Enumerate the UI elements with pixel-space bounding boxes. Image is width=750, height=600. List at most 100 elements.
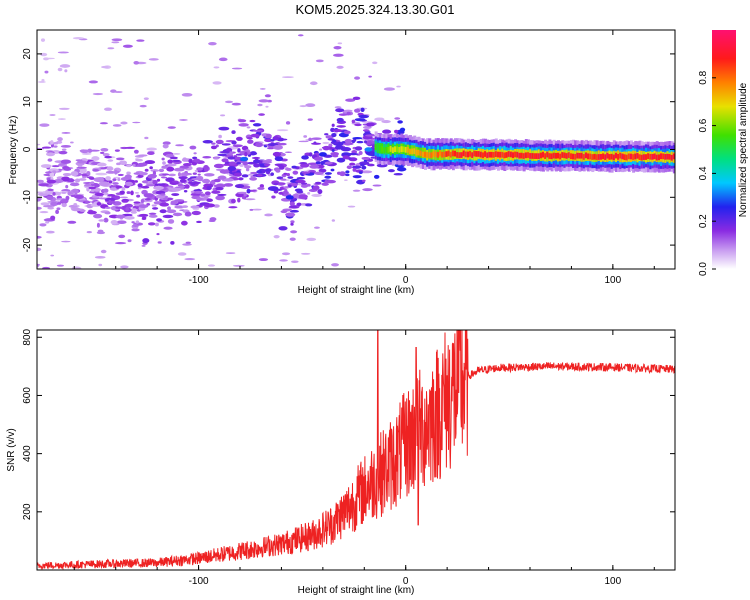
spectrogram-band-cell	[514, 151, 518, 158]
spectrogram-noise-cell	[71, 266, 82, 269]
spectrogram-cell	[136, 194, 141, 198]
spectrogram-cell	[131, 228, 140, 232]
spectrogram-cell	[61, 191, 67, 194]
spectrogram-cell	[50, 140, 54, 145]
spectrogram-cell	[73, 203, 78, 206]
spectrogram-cell	[338, 113, 348, 116]
spectrogram-cell	[211, 190, 221, 194]
spectrogram-band-cell	[436, 151, 440, 158]
spectrogram-cell	[322, 145, 331, 151]
spectrogram-cell	[200, 193, 206, 197]
colorbar-ticks: 0.0 0.2 0.4 0.6 0.8	[698, 70, 716, 276]
spectrogram-cell	[332, 139, 337, 143]
spectrogram-cell	[213, 178, 221, 183]
spectrogram-cell	[292, 170, 299, 175]
spectrogram-cell	[48, 168, 59, 173]
spectrogram-cell	[246, 188, 251, 194]
spectrogram-cell	[53, 178, 64, 184]
spectrogram-cell	[358, 114, 370, 119]
spectrogram-cell	[217, 175, 227, 180]
spectrogram-cell	[171, 159, 181, 162]
spectrogram-cell	[153, 201, 162, 205]
spectrogram-cell	[69, 182, 80, 187]
spectrogram-cell	[161, 157, 165, 161]
spectrogram-ytick-label: -20	[22, 237, 33, 252]
spectrogram-band-cell	[520, 152, 524, 159]
spectrogram-cell	[116, 162, 121, 166]
spectrogram-noise-cell	[94, 256, 106, 259]
spectrogram-cell	[97, 229, 104, 233]
spectrogram-band-cell	[591, 154, 595, 160]
spectrogram-noise-cell	[78, 178, 87, 181]
spectrogram-cell	[315, 161, 321, 165]
spectrogram-noise-cell	[258, 258, 269, 262]
spectrogram-noise-cell	[368, 75, 372, 78]
spectrogram-cell	[261, 133, 267, 137]
spectrogram-cell	[217, 153, 228, 157]
spectrogram-peak	[364, 147, 373, 152]
spectrogram-cell	[191, 210, 201, 216]
spectrogram-cell	[196, 167, 204, 171]
spectrogram-band-cell	[466, 151, 470, 158]
spectrogram-band-cell	[625, 154, 629, 161]
spectrogram-cell	[175, 144, 185, 147]
spectrogram-cell	[272, 136, 279, 141]
spectrogram-noise-cell	[61, 132, 71, 134]
spectrogram-cell	[61, 176, 70, 182]
spectrogram-cell	[255, 142, 263, 148]
spectrogram-cell	[261, 160, 273, 164]
spectrogram-cell	[263, 163, 271, 167]
spectrogram-noise-cell	[81, 153, 92, 155]
spectrogram-band-cell	[434, 151, 438, 158]
spectrogram-cell	[336, 157, 346, 163]
spectrogram-band-cell	[374, 144, 378, 150]
spectrogram-cell	[313, 156, 323, 161]
spectrogram-cell	[370, 156, 376, 159]
spectrogram-band-cell	[557, 152, 560, 159]
spectrogram-noise-cell	[331, 219, 336, 222]
spectrogram-cell	[117, 177, 121, 181]
spectrogram-cell	[272, 151, 282, 157]
spectrogram-cell	[324, 161, 333, 165]
spectrogram-band-cell	[672, 153, 675, 160]
spectrogram-band-cell	[539, 152, 543, 159]
spectrogram-band-cell	[546, 151, 550, 158]
spectrogram-cell	[309, 164, 320, 169]
spectrogram-cell	[147, 175, 157, 179]
spectrogram-noise-cell	[37, 179, 44, 183]
spectrogram-cell	[289, 209, 300, 213]
spectrogram-cell	[102, 153, 110, 157]
spectrogram-cell	[244, 152, 248, 157]
spectrogram-band-cell	[572, 153, 575, 160]
spectrogram-noise-cell	[345, 98, 356, 102]
spectrogram-cell	[192, 158, 201, 163]
spectrogram-cell	[331, 149, 335, 152]
spectrogram-band-cell	[610, 153, 614, 160]
spectrogram-cell	[227, 166, 237, 171]
spectrogram-noise-cell	[264, 213, 273, 217]
spectrogram-band-cell	[443, 151, 447, 158]
spectrogram-band-cell	[569, 153, 573, 160]
spectrogram-band-cell	[439, 150, 442, 157]
spectrogram-cell	[264, 138, 273, 143]
spectrogram-band-cell	[415, 149, 419, 156]
spectrogram-cell	[117, 173, 124, 177]
spectrogram-xtick-label: -100	[189, 275, 209, 286]
spectrogram-cell	[104, 155, 112, 159]
spectrogram-cell	[147, 151, 155, 155]
spectrogram-ytick-label: -10	[22, 190, 33, 205]
spectrogram-cell	[336, 125, 346, 128]
spectrogram-cell	[219, 169, 230, 174]
spectrogram-cell	[382, 129, 392, 134]
spectrogram-cell	[278, 142, 287, 146]
spectrogram-band-cell	[499, 151, 503, 158]
spectrogram-noise-cell	[331, 263, 339, 267]
spectrogram-cell	[344, 138, 353, 144]
spectrogram-cell	[61, 148, 67, 151]
spectrogram-cell	[167, 159, 173, 164]
spectrogram-cell	[290, 222, 294, 226]
spectrogram-cell	[314, 171, 324, 176]
spectrogram-cell	[345, 170, 350, 174]
spectrogram-cell	[300, 163, 310, 168]
spectrogram-cell	[137, 174, 144, 178]
